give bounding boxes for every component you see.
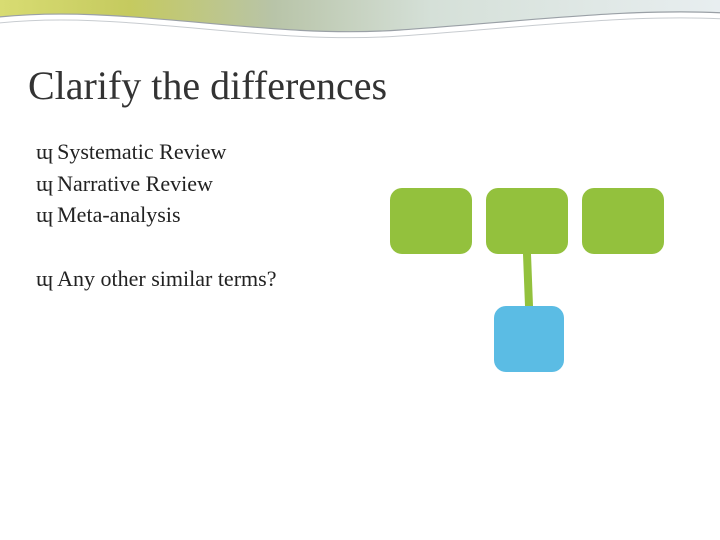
banner-curve-path bbox=[0, 12, 720, 48]
org-diagram bbox=[378, 178, 678, 388]
slide-banner bbox=[0, 0, 720, 48]
diagram-node bbox=[494, 306, 564, 372]
bullet-text: Any other similar terms? bbox=[57, 265, 276, 293]
diagram-edge bbox=[527, 254, 529, 306]
bullet-glyph-icon: ɰ bbox=[36, 138, 53, 166]
bullet-item: ɰSystematic Review bbox=[36, 138, 276, 166]
diagram-node bbox=[390, 188, 472, 254]
diagram-node bbox=[582, 188, 664, 254]
bullet-item: ɰNarrative Review bbox=[36, 170, 276, 198]
slide-title: Clarify the differences bbox=[28, 62, 387, 109]
bullet-group-gap bbox=[36, 233, 276, 265]
bullet-text: Systematic Review bbox=[57, 138, 226, 166]
bullet-glyph-icon: ɰ bbox=[36, 265, 53, 293]
bullet-text: Narrative Review bbox=[57, 170, 213, 198]
bullet-text: Meta-analysis bbox=[57, 201, 180, 229]
bullet-item: ɰAny other similar terms? bbox=[36, 265, 276, 293]
bullet-list: ɰSystematic ReviewɰNarrative ReviewɰMeta… bbox=[36, 138, 276, 296]
bullet-glyph-icon: ɰ bbox=[36, 170, 53, 198]
diagram-node bbox=[486, 188, 568, 254]
banner-curve bbox=[0, 0, 720, 48]
bullet-glyph-icon: ɰ bbox=[36, 201, 53, 229]
bullet-item: ɰMeta-analysis bbox=[36, 201, 276, 229]
